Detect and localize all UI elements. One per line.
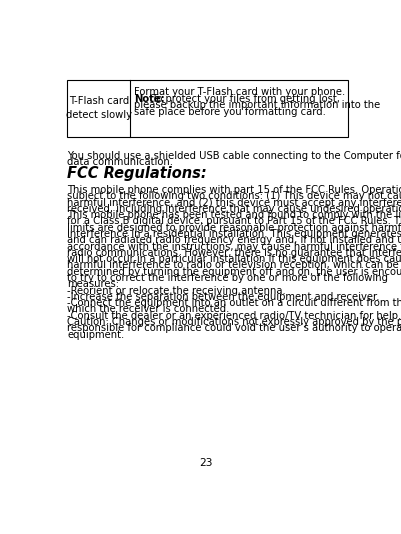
Text: T-Flash card
detect slowly: T-Flash card detect slowly xyxy=(66,97,132,121)
Text: -Increase the separation between the equipment and receiver.: -Increase the separation between the equ… xyxy=(67,292,379,302)
Text: safe place before you formatting card.: safe place before you formatting card. xyxy=(134,107,325,117)
Text: and can radiated radio frequency energy and, if not installed and used in: and can radiated radio frequency energy … xyxy=(67,235,401,245)
Text: 23: 23 xyxy=(199,458,212,468)
Text: for a Class B digital device, pursuant to Part 15 of the FCC Rules. These: for a Class B digital device, pursuant t… xyxy=(67,216,401,226)
Text: Format your T-Flash card with your phone.: Format your T-Flash card with your phone… xyxy=(134,87,344,97)
Text: interference in a residential installation. This equipment generates, uses: interference in a residential installati… xyxy=(67,229,401,239)
Text: harmful interference, and (2) this device must accept any interference: harmful interference, and (2) this devic… xyxy=(67,198,401,208)
Text: which the receiver is connected.: which the receiver is connected. xyxy=(67,304,229,315)
Text: measures:: measures: xyxy=(67,279,119,289)
Text: equipment.: equipment. xyxy=(67,329,124,340)
Text: Caution: Changes or modifications not expressly approved by the party: Caution: Changes or modifications not ex… xyxy=(67,317,401,327)
Text: will not occur in a particular installation If this equipment does cause: will not occur in a particular installat… xyxy=(67,254,401,264)
Text: This mobile phone complies with part 15 of the FCC Rules. Operation is: This mobile phone complies with part 15 … xyxy=(67,185,401,195)
Text: data communication.: data communication. xyxy=(67,157,173,167)
Text: please backup the important information into the: please backup the important information … xyxy=(134,100,379,111)
Text: determined by turning the equipment off and on, the user is encouraged: determined by turning the equipment off … xyxy=(67,266,401,277)
Text: To protect your files from getting lost,: To protect your files from getting lost, xyxy=(149,93,339,104)
Text: -Reorient or relocate the receiving antenna.: -Reorient or relocate the receiving ante… xyxy=(67,286,286,296)
Text: accordance with the instructions, may cause harmful interference to: accordance with the instructions, may ca… xyxy=(67,241,401,252)
Text: This mobile phone has been tested and found to comply with the limits: This mobile phone has been tested and fo… xyxy=(67,210,401,220)
Text: radio communications. However, there is no guarantee that interference: radio communications. However, there is … xyxy=(67,248,401,258)
Text: FCC Regulations:: FCC Regulations: xyxy=(67,166,207,180)
Text: -Consult the dealer or an experienced radio/TV technician for help.: -Consult the dealer or an experienced ra… xyxy=(67,311,401,321)
Text: received, including interference that may cause undesired operation.: received, including interference that ma… xyxy=(67,204,401,214)
Text: to try to correct the interference by one or more of the following: to try to correct the interference by on… xyxy=(67,273,387,283)
Text: You should use a shielded USB cable connecting to the Computer for: You should use a shielded USB cable conn… xyxy=(67,151,401,161)
Text: Note:: Note: xyxy=(134,93,164,104)
Text: responsible for compliance could void the user’s authority to operate the: responsible for compliance could void th… xyxy=(67,324,401,333)
Text: harmful interference to radio or television reception, which can be: harmful interference to radio or televis… xyxy=(67,261,398,270)
Text: subject to the following two conditions: (1) This device may not cause: subject to the following two conditions:… xyxy=(67,191,401,201)
Text: limits are designed to provide reasonable protection against harmful: limits are designed to provide reasonabl… xyxy=(67,223,401,233)
Text: -Connect the equipment into an outlet on a circuit different from that to: -Connect the equipment into an outlet on… xyxy=(67,298,401,308)
Bar xyxy=(67,80,347,137)
